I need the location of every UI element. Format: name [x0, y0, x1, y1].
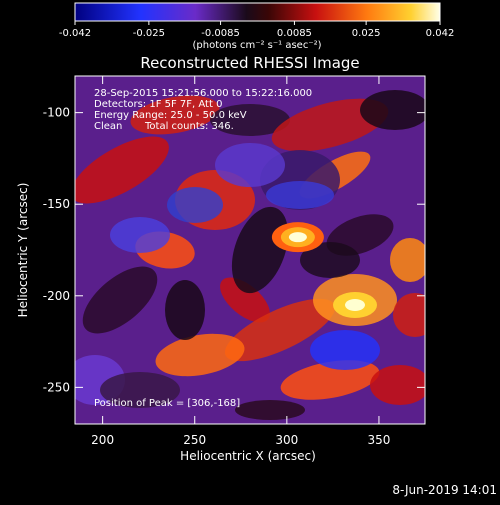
y-tick-label: -100 [43, 106, 70, 120]
annotation-time: 28-Sep-2015 15:21:56.000 to 15:22:16.000 [94, 88, 312, 99]
heatmap-trough [167, 187, 223, 223]
heatmap-lobe [231, 206, 289, 294]
x-tick-label: 250 [183, 433, 206, 447]
colorbar-tick-label: 0.025 [352, 28, 381, 39]
heatmap-lobe [220, 277, 270, 323]
annotation-detectors: Detectors: 1F 5F 7F, Att 0 [94, 99, 222, 110]
heatmap-trough [110, 217, 170, 253]
heatmap-lobe [235, 400, 305, 420]
heatmap-lobe [155, 333, 245, 377]
heatmap-lobe [100, 372, 180, 408]
chart-title: Reconstructed RHESSI Image [140, 54, 359, 72]
heatmap-trough [215, 143, 285, 187]
x-tick-label: 300 [275, 433, 298, 447]
heatmap-lobe [82, 266, 158, 334]
y-tick-label: -200 [43, 289, 70, 303]
heatmap-trough [266, 181, 334, 209]
heatmap-lobe [210, 104, 290, 136]
x-tick-label: 200 [91, 433, 114, 447]
plot-frame [74, 75, 426, 425]
colorbar [74, 2, 441, 22]
y-axis: -100 -150 -200 -250 [43, 106, 425, 394]
heatmap-lobe [165, 280, 205, 340]
y-tick-label: -150 [43, 197, 70, 211]
y-tick-label: -250 [43, 380, 70, 394]
heatmap-lobe [393, 293, 425, 337]
x-tick-label: 350 [367, 433, 390, 447]
secondary-source-core [345, 299, 365, 311]
peak-position-label: Position of Peak = [306,-168] [94, 398, 240, 409]
colorbar-tick-label: 0.042 [426, 28, 455, 39]
annotation-method: Clean [94, 121, 122, 132]
annotation-counts: Total counts: 346. [144, 121, 234, 132]
peak-source-core [288, 232, 307, 243]
heatmap-lobe [130, 95, 220, 135]
heatmap-trough [310, 330, 380, 370]
heatmap-lobe [360, 90, 425, 130]
colorbar-tick-label: -0.0085 [201, 28, 240, 39]
x-axis-label: Heliocentric X (arcsec) [180, 449, 316, 463]
heatmap-image [75, 90, 425, 420]
annotation-energy: Energy Range: 25.0 - 50.0 keV [94, 110, 247, 121]
colorbar-units: (photons cm⁻² s⁻¹ asec⁻²) [192, 40, 321, 51]
heatmap-lobe [271, 98, 389, 152]
heatmap-lobe [75, 136, 169, 204]
colorbar-tick-label: 0.0085 [277, 28, 312, 39]
colorbar-tick-label: -0.025 [133, 28, 165, 39]
y-axis-label: Heliocentric Y (arcsec) [16, 183, 30, 318]
heatmap-lobe [370, 365, 425, 405]
colorbar-ticks: -0.042 -0.025 -0.0085 0.0085 0.025 0.042 [59, 21, 454, 39]
heatmap-trough [300, 242, 360, 278]
colorbar-tick-label: -0.042 [59, 28, 91, 39]
heatmap-lobe [224, 298, 336, 362]
timestamp: 8-Jun-2019 14:01 [392, 483, 497, 497]
heatmap-lobe [390, 238, 425, 282]
heatmap-lobe [280, 360, 380, 400]
x-axis: 200 250 300 350 [91, 76, 390, 447]
